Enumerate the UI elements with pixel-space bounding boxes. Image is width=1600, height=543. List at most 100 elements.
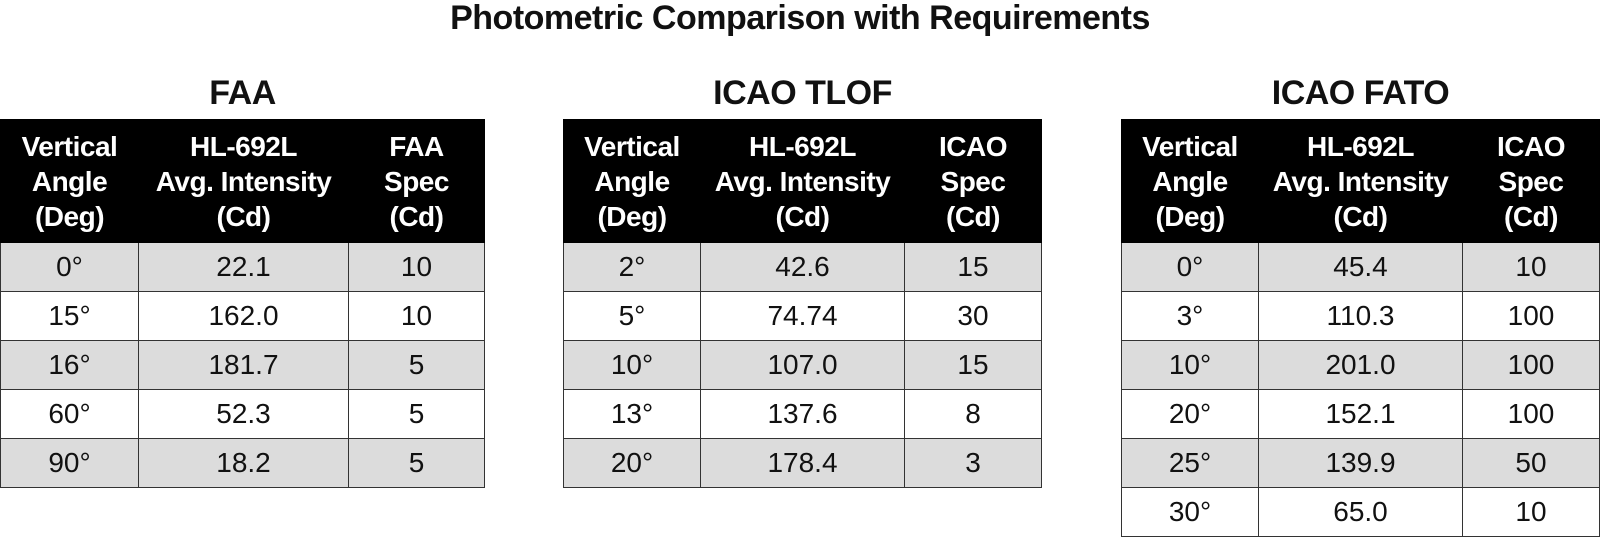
column-header: ICAO Spec (Cd) xyxy=(904,119,1042,243)
table-row: 60° 52.3 5 xyxy=(0,389,485,439)
table-row: 5° 74.74 30 xyxy=(563,291,1042,341)
angle-cell: 0° xyxy=(0,242,139,292)
spec-cell: 8 xyxy=(904,389,1042,439)
spec-cell: 100 xyxy=(1462,291,1600,341)
faa-table: Vertical Angle (Deg) HL-692L Avg. Intensity (… xyxy=(0,119,485,488)
angle-cell: 20° xyxy=(563,438,701,488)
column-header-line: Avg. Intensity xyxy=(1272,165,1449,197)
table-row: 0° 22.1 10 xyxy=(0,242,485,292)
column-header-line: Avg. Intensity xyxy=(155,165,332,197)
column-header-line: (Cd) xyxy=(389,200,444,232)
column-header-line: (Deg) xyxy=(34,200,105,232)
column-header-line: Spec xyxy=(940,165,1006,197)
column-header-line: Avg. Intensity xyxy=(714,165,891,197)
table-row: 25° 139.9 50 xyxy=(1121,438,1600,488)
intensity-cell: 65.0 xyxy=(1258,487,1463,537)
column-header-line: Angle xyxy=(1152,165,1228,197)
angle-cell: 90° xyxy=(0,438,139,488)
table-row: 30° 65.0 10 xyxy=(1121,487,1600,537)
icao-fato-table-header: Vertical Angle (Deg) HL-692L Avg. Intensity(… xyxy=(1121,119,1600,243)
intensity-cell: 22.1 xyxy=(138,242,349,292)
table-row: 16° 181.7 5 xyxy=(0,340,485,390)
column-header-line: Angle xyxy=(594,165,670,197)
intensity-cell: 152.1 xyxy=(1258,389,1463,439)
intensity-cell: 42.6 xyxy=(700,242,905,292)
column-header: ICAO Spec (Cd) xyxy=(1462,119,1600,243)
spec-cell: 10 xyxy=(1462,487,1600,537)
angle-cell: 25° xyxy=(1121,438,1259,488)
header-row: Vertical Angle (Deg) HL-692L Avg. Intensity(… xyxy=(1121,119,1600,243)
header-row: Vertical Angle (Deg) HL-692L Avg. Intensity(… xyxy=(563,119,1042,243)
column-header: Vertical Angle (Deg) xyxy=(1121,119,1259,243)
icao-fato-table-body: 0° 45.4 10 3° 110.3 100 10° 201.0 100 20° 152.1 100… xyxy=(1121,242,1600,537)
intensity-cell: 110.3 xyxy=(1258,291,1463,341)
table-row: 13° 137.6 8 xyxy=(563,389,1042,439)
column-header-line: Vertical xyxy=(21,130,118,162)
column-header: HL-692L Avg. Intensity (Cd) xyxy=(700,119,905,243)
intensity-cell: 45.4 xyxy=(1258,242,1463,292)
spec-cell: 5 xyxy=(348,340,485,390)
spec-cell: 3 xyxy=(904,438,1042,488)
intensity-cell: 181.7 xyxy=(138,340,349,390)
column-header: FAA Spec (Cd) xyxy=(348,119,485,243)
angle-cell: 10° xyxy=(1121,340,1259,390)
faa-table-header: Vertical Angle (Deg) HL-692L Avg. Intensity (… xyxy=(0,119,485,243)
intensity-cell: 18.2 xyxy=(138,438,349,488)
column-header-line: HL-692L xyxy=(190,130,297,162)
spec-cell: 15 xyxy=(904,340,1042,390)
spec-cell: 10 xyxy=(1462,242,1600,292)
intensity-cell: 201.0 xyxy=(1258,340,1463,390)
angle-cell: 60° xyxy=(0,389,139,439)
table-row: 10° 201.0 100 xyxy=(1121,340,1600,390)
angle-cell: 5° xyxy=(563,291,701,341)
column-header-line: (Cd) xyxy=(946,200,1000,232)
icao-fato-table: Vertical Angle (Deg) HL-692L Avg. Intensity(… xyxy=(1121,119,1600,537)
angle-cell: 10° xyxy=(563,340,701,390)
column-header-line: (Deg) xyxy=(597,200,667,232)
icao-fato-table-title: ICAO FATO xyxy=(1271,74,1450,112)
column-header: Vertical Angle (Deg) xyxy=(0,119,139,243)
spec-cell: 15 xyxy=(904,242,1042,292)
header-row: Vertical Angle (Deg) HL-692L Avg. Intensity (… xyxy=(0,119,485,243)
spec-cell: 10 xyxy=(348,291,485,341)
icao-tlof-table-title: ICAO TLOF xyxy=(713,74,892,112)
table-row: 20° 152.1 100 xyxy=(1121,389,1600,439)
spec-cell: 5 xyxy=(348,438,485,488)
faa-table-title: FAA xyxy=(209,74,276,112)
table-row: 10° 107.0 15 xyxy=(563,340,1042,390)
angle-cell: 2° xyxy=(563,242,701,292)
column-header-line: (Cd) xyxy=(1333,200,1388,232)
column-header: HL-692L Avg. Intensity (Cd) xyxy=(1258,119,1463,243)
intensity-cell: 137.6 xyxy=(700,389,905,439)
angle-cell: 15° xyxy=(0,291,139,341)
intensity-cell: 139.9 xyxy=(1258,438,1463,488)
column-header-line: (Deg) xyxy=(1155,200,1225,232)
intensity-cell: 107.0 xyxy=(700,340,905,390)
column-header-line: (Cd) xyxy=(775,200,830,232)
column-header-line: HL-692L xyxy=(1307,130,1414,162)
table-row: 90° 18.2 5 xyxy=(0,438,485,488)
icao-tlof-table: Vertical Angle (Deg) HL-692L Avg. Intensity(… xyxy=(563,119,1042,488)
spec-cell: 100 xyxy=(1462,340,1600,390)
column-header-line: HL-692L xyxy=(749,130,856,162)
angle-cell: 0° xyxy=(1121,242,1259,292)
table-row: 20° 178.4 3 xyxy=(563,438,1042,488)
spec-cell: 5 xyxy=(348,389,485,439)
table-row: 3° 110.3 100 xyxy=(1121,291,1600,341)
column-header-line: ICAO xyxy=(1497,130,1566,162)
table-row: 2° 42.6 15 xyxy=(563,242,1042,292)
column-header-line: Spec xyxy=(1498,165,1564,197)
spec-cell: 50 xyxy=(1462,438,1600,488)
icao-tlof-panel: ICAO TLOF Vertical Angle (Deg) HL-692L Avg. … xyxy=(563,73,1042,488)
table-row: 15° 162.0 10 xyxy=(0,291,485,341)
faa-panel: FAA Vertical Angle (Deg) HL-692L Avg. Intens… xyxy=(0,73,485,488)
spec-cell: 100 xyxy=(1462,389,1600,439)
angle-cell: 30° xyxy=(1121,487,1259,537)
column-header-line: FAA xyxy=(389,130,444,162)
angle-cell: 13° xyxy=(563,389,701,439)
page-title: Photometric Comparison with Requirements xyxy=(450,0,1150,37)
intensity-cell: 74.74 xyxy=(700,291,905,341)
faa-table-body: 0° 22.1 10 15° 162.0 10 16° 181.7 5 60° 52.3 5 90° 18… xyxy=(0,242,485,488)
icao-fato-panel: ICAO FATO Vertical Angle (Deg) HL-692L Avg. … xyxy=(1121,73,1600,537)
column-header: Vertical Angle (Deg) xyxy=(563,119,701,243)
